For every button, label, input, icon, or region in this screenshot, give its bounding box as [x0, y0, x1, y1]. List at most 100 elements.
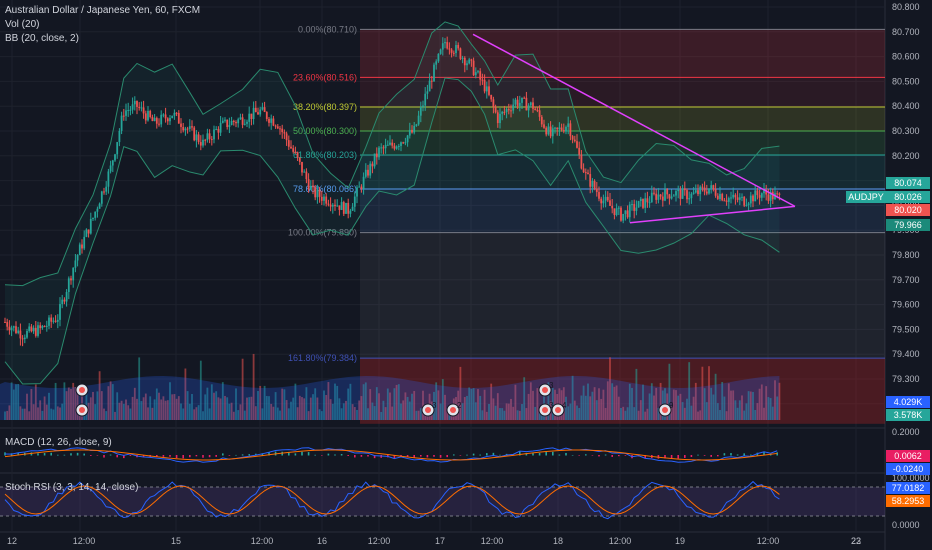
candle-body [340, 202, 343, 210]
volume-bar [52, 409, 55, 420]
volume-bar [219, 398, 222, 420]
macd-histogram-bar [43, 453, 46, 456]
volume-bar [587, 383, 589, 420]
volume-bar [391, 406, 394, 420]
volume-bar [710, 387, 713, 420]
volume-bar [389, 392, 391, 420]
volume-bar [734, 400, 737, 420]
volume-bar [701, 366, 704, 420]
volume-bar [204, 394, 207, 420]
volume-bar [514, 384, 517, 420]
event-marker-dot [662, 407, 668, 413]
macd-histogram-bar [235, 454, 237, 456]
volume-bar [754, 409, 757, 420]
volume-bar [221, 382, 224, 420]
candle-body [382, 147, 385, 149]
candle-body [131, 104, 134, 110]
candle-body [235, 122, 237, 124]
candle-body [413, 125, 416, 133]
volume-bar [263, 385, 266, 420]
candle-body [635, 207, 638, 211]
macd-histogram-bar [90, 455, 92, 456]
volume-bar [23, 408, 26, 420]
volume-bar [765, 386, 768, 420]
volume-bar [670, 406, 673, 420]
volume-bar [433, 391, 435, 420]
volume-bar [281, 388, 284, 420]
candle-body [164, 114, 167, 119]
macd-histogram-bar [103, 455, 105, 458]
candle-body [554, 127, 556, 129]
volume-bar [301, 397, 303, 420]
volume-bar [120, 400, 123, 420]
candle-body [655, 193, 658, 200]
candle-body [732, 194, 735, 198]
candle-body [763, 190, 765, 194]
candle-body [37, 325, 39, 336]
candle-body [617, 207, 620, 209]
volume-bar [307, 411, 310, 420]
candle-body [232, 120, 235, 123]
candle-body [703, 187, 706, 192]
volume-bar [778, 382, 781, 420]
candle-body [547, 126, 550, 135]
candle-body [736, 197, 739, 200]
price-tick-label: 80.300 [892, 126, 920, 136]
volume-bar [622, 406, 625, 420]
candle-body [756, 190, 759, 196]
volume-bar [444, 394, 446, 420]
candle-body [765, 190, 768, 195]
volume-bar [576, 405, 578, 420]
macd-histogram-bar [195, 455, 198, 457]
macd-histogram-bar [182, 455, 184, 459]
macd-histogram-bar [156, 455, 158, 457]
volume-bar [43, 396, 46, 420]
candle-body [283, 132, 286, 134]
candle-body [118, 130, 121, 143]
volume-bar [767, 397, 770, 420]
vol-tag: 3.578K [886, 409, 930, 421]
candle-body [496, 112, 499, 124]
volume-bar [507, 403, 510, 420]
volume-bar [386, 388, 389, 420]
candle-body [646, 198, 649, 203]
candle-body [512, 104, 515, 111]
volume-bar [303, 398, 306, 420]
candle-body [457, 45, 460, 49]
volume-bar [340, 408, 343, 420]
volume-bar [481, 410, 484, 420]
event-count-label: 3 [549, 401, 554, 410]
candle-body [180, 123, 182, 127]
volume-bar [406, 396, 409, 420]
volume-bar [679, 393, 682, 420]
macd-histogram-bar [538, 452, 541, 456]
volume-bar [136, 398, 138, 420]
volume-bar [644, 411, 647, 420]
price-tick-label: 79.400 [892, 349, 920, 359]
volume-legend: Vol (20) [5, 19, 40, 30]
volume-bar [565, 396, 567, 420]
macd-histogram-bar [294, 453, 297, 456]
volume-bar [435, 382, 438, 420]
volume-bar [756, 403, 759, 420]
candle-body [221, 120, 224, 123]
time-tick-label: 17 [435, 536, 445, 546]
candle-body [162, 114, 165, 116]
candle-body [743, 196, 746, 206]
candle-body [294, 151, 297, 153]
macd-histogram-bar [459, 455, 462, 456]
macd-histogram-bar [261, 453, 264, 456]
candle-body [545, 127, 548, 135]
candle-body [499, 113, 501, 124]
volume-bar [246, 397, 248, 420]
candle-body [158, 123, 160, 125]
candle-body [505, 109, 508, 113]
macd-histogram-bar [552, 451, 554, 456]
volume-bar [228, 403, 231, 420]
macd-histogram-bar [670, 455, 673, 459]
volume-bar [516, 410, 519, 420]
macd-histogram-bar [611, 455, 613, 457]
volume-bar [598, 388, 600, 420]
candle-body [384, 144, 387, 149]
